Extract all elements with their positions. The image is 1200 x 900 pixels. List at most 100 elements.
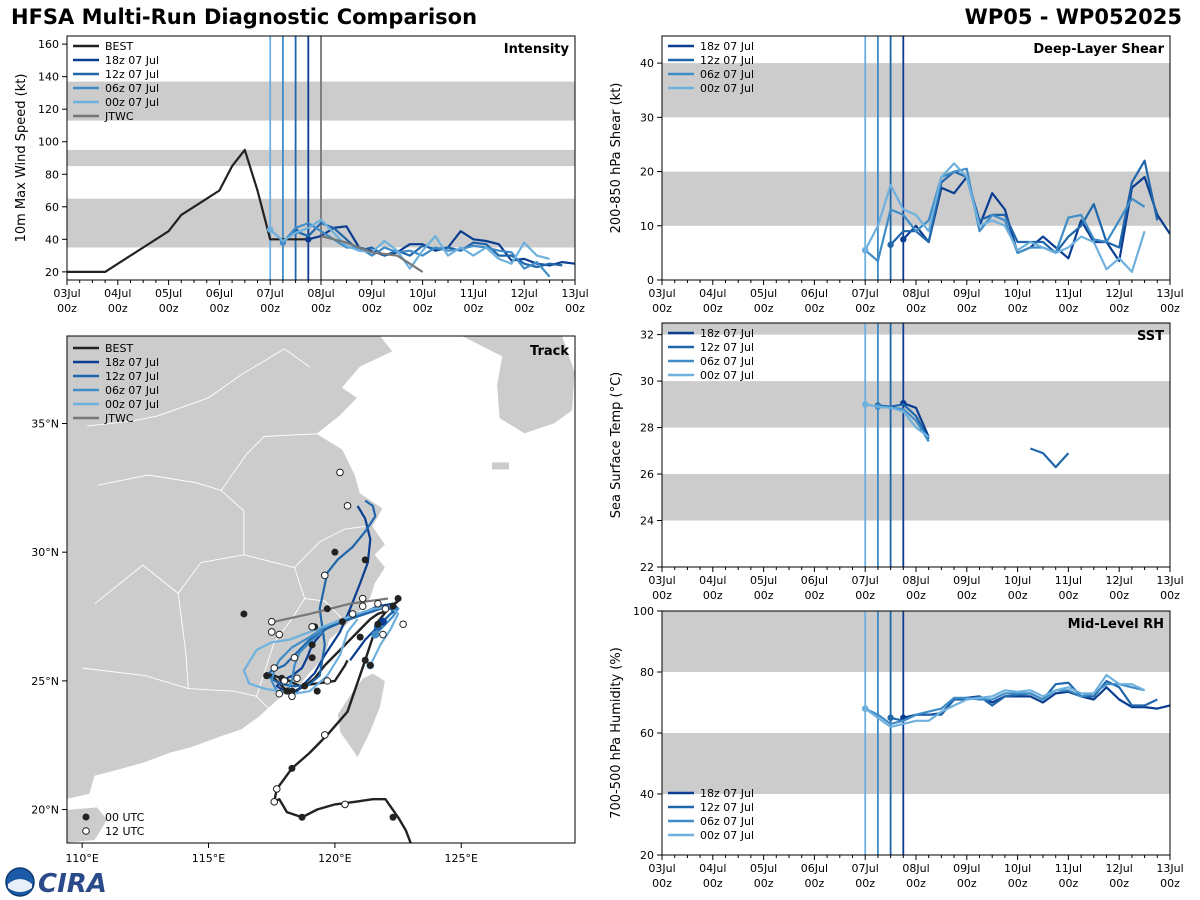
x-tick-label: 00z <box>1008 589 1028 602</box>
run-start-point <box>371 630 380 639</box>
series-line <box>282 222 551 278</box>
track-point-00utc <box>331 548 339 556</box>
x-tick-label: 00z <box>805 877 825 890</box>
lon-tick-label: 110°E <box>65 852 98 865</box>
track-point-00utc <box>323 605 331 613</box>
panel-title: Intensity <box>504 42 570 57</box>
x-tick-label: 08Jul <box>307 287 334 300</box>
track-point-00utc <box>263 672 271 680</box>
x-tick-label: 06Jul <box>801 574 828 587</box>
series-line <box>864 167 1146 263</box>
x-tick-label: 06Jul <box>206 287 233 300</box>
x-tick-label: 09Jul <box>953 862 980 875</box>
x-tick-label: 00z <box>1109 877 1129 890</box>
plot-area <box>662 36 1170 280</box>
track-point-12utc <box>272 785 281 793</box>
x-tick-label: 13Jul <box>1156 574 1183 587</box>
x-tick-label: 00z <box>855 302 875 315</box>
x-tick-label: 05Jul <box>750 574 777 587</box>
track-point-00utc <box>240 610 248 618</box>
x-tick-label: 00z <box>805 589 825 602</box>
track-point-12utc <box>358 602 367 611</box>
y-tick-label: 20 <box>45 266 59 279</box>
x-tick-label: 09Jul <box>953 287 980 300</box>
x-tick-label: 06Jul <box>801 862 828 875</box>
x-tick-label: 11Jul <box>1055 862 1082 875</box>
legend-label: BEST <box>105 342 133 355</box>
y-axis-label: Sea Surface Temp (°C) <box>609 372 624 519</box>
x-tick-label: 05Jul <box>155 287 182 300</box>
x-tick-label: 13Jul <box>1156 862 1183 875</box>
legend-marker-00utc <box>82 813 90 821</box>
track-point-12utc <box>275 689 284 698</box>
track-point-00utc <box>298 813 306 821</box>
track-point-12utc <box>341 800 349 809</box>
x-tick-label: 00z <box>1059 302 1079 315</box>
x-tick-label: 00z <box>1008 302 1028 315</box>
province-border <box>157 348 310 417</box>
map-frame <box>66 335 576 844</box>
series-line <box>269 218 550 270</box>
track-point-00utc <box>288 687 296 695</box>
rh-chart: 03Jul 00z 04Jul 00z 05Jul 00z 06Jul 00z 07Jul 00z… <box>609 605 1184 890</box>
y-tick-label: 28 <box>640 422 654 435</box>
track-point-00utc <box>366 661 374 669</box>
x-tick-label: 06Jul <box>801 287 828 300</box>
province-border <box>97 474 222 491</box>
legend-label: 06z 07 Jul <box>105 82 159 95</box>
panel-title: Track <box>530 344 569 359</box>
hainan <box>67 806 108 843</box>
x-tick-label: 00z <box>754 302 774 315</box>
series-line <box>877 403 930 440</box>
legend-label: JTWC <box>104 110 134 123</box>
x-tick-label: 08Jul <box>902 862 929 875</box>
y-tick-label: 160 <box>38 38 59 51</box>
x-tick-label: 00z <box>957 589 977 602</box>
figure-title: HFSA Multi-Run Diagnostic Comparison <box>11 5 478 29</box>
plot-area <box>662 611 1170 855</box>
lon-tick-label: 115°E <box>192 852 225 865</box>
track-point-00utc <box>308 654 316 662</box>
track-point-12utc <box>270 798 279 806</box>
x-tick-label: 00z <box>855 589 875 602</box>
track-point-00utc <box>313 687 321 695</box>
series-line <box>864 162 1146 273</box>
y-tick-label: 24 <box>640 515 654 528</box>
y-tick-label: 20 <box>640 166 654 179</box>
x-tick-label: 12Jul <box>1106 574 1133 587</box>
plot-background <box>662 323 1170 567</box>
legend-label: 18z 07 Jul <box>105 356 159 369</box>
sst-chart: 03Jul 00z 04Jul 00z 05Jul 00z 06Jul 00z 07Jul 00z… <box>609 322 1184 602</box>
track-point-12utc <box>320 731 329 739</box>
storm-id: WP05 - WP052025 <box>964 5 1182 29</box>
y-tick-label: 40 <box>640 57 654 70</box>
lat-tick-label: 35°N <box>31 418 59 431</box>
legend-label: 18z 07 Jul <box>700 787 754 800</box>
legend-label: 12z 07 Jul <box>105 370 159 383</box>
x-tick-label: 00z <box>906 589 926 602</box>
plot-area <box>662 323 1170 567</box>
x-tick-label: 00z <box>1059 877 1079 890</box>
track-point-12utc <box>275 630 284 639</box>
track-point-00utc <box>288 764 296 772</box>
y-axis-label: 200-850 hPa Shear (kt) <box>609 83 624 234</box>
lat-tick-label: 30°N <box>31 546 59 559</box>
legend-label: 06z 07 Jul <box>700 355 754 368</box>
legend-label: 06z 07 Jul <box>105 384 159 397</box>
legend-label: 00z 07 Jul <box>105 96 159 109</box>
shaded-band <box>662 611 1170 672</box>
lon-tick-label: 120°E <box>318 852 351 865</box>
track-point-00utc <box>374 620 382 628</box>
series-line <box>1029 447 1070 469</box>
y-tick-label: 100 <box>38 136 59 149</box>
legend-label: 00z 07 Jul <box>700 369 754 382</box>
x-tick-label: 04Jul <box>699 574 726 587</box>
y-tick-label: 80 <box>45 168 59 181</box>
shaded-band <box>662 63 1170 118</box>
y-tick-label: 100 <box>633 605 654 618</box>
x-tick-label: 00z <box>652 589 672 602</box>
map-area <box>67 336 575 843</box>
province-border <box>220 433 318 555</box>
x-tick-label: 00z <box>703 302 723 315</box>
track-point-00utc <box>361 656 369 664</box>
